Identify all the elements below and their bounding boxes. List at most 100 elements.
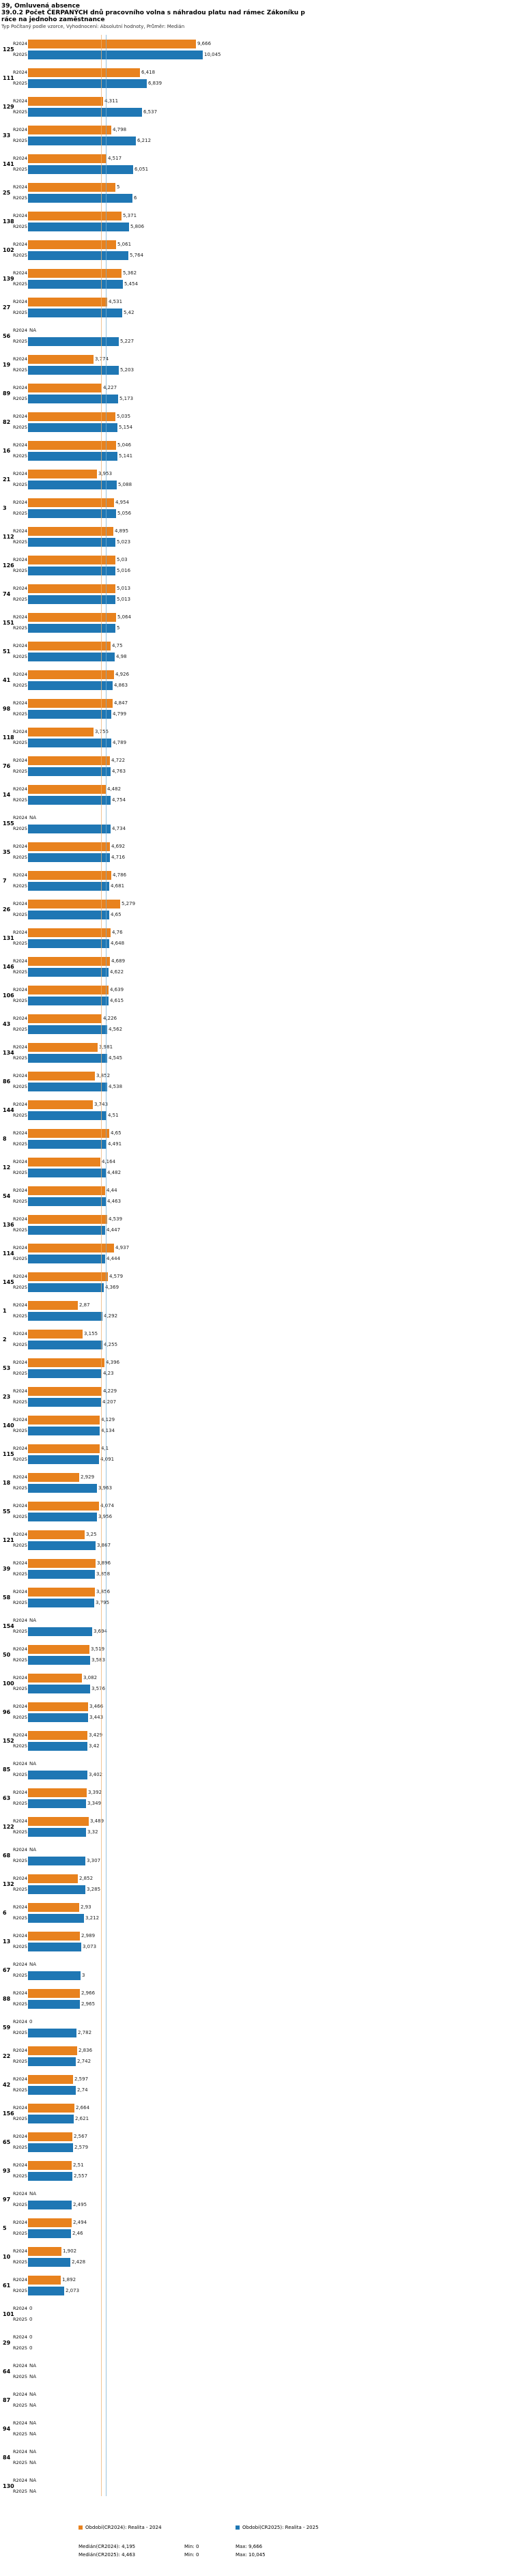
bar-r2025[interactable] [28,2171,72,2181]
bar-r2025[interactable] [28,1741,87,1751]
bar-r2025[interactable] [28,1053,107,1063]
bar-r2025[interactable] [28,480,117,489]
bar-r2025[interactable] [28,1569,95,1579]
bar-r2025[interactable] [28,1655,90,1665]
bar-r2025[interactable] [28,1197,106,1206]
bar-r2025[interactable] [28,1684,90,1693]
bar-r2024[interactable] [28,1128,109,1138]
bar-r2025[interactable] [28,1483,97,1493]
bar-r2024[interactable] [28,612,116,622]
bar-r2025[interactable] [28,1340,102,1349]
bar-r2025[interactable] [28,2257,70,2267]
bar-r2024[interactable] [28,526,113,536]
bar-r2024[interactable] [28,1415,100,1425]
bar-r2024[interactable] [28,698,113,708]
bar-r2024[interactable] [28,1071,95,1081]
bar-r2025[interactable] [28,537,115,547]
bar-r2025[interactable] [28,1168,106,1177]
bar-r2024[interactable] [28,2132,72,2141]
bar-r2025[interactable] [28,1856,85,1865]
bar-r2025[interactable] [28,652,115,661]
bar-r2024[interactable] [28,870,111,880]
bar-r2025[interactable] [28,1799,86,1808]
bar-r2024[interactable] [28,1931,80,1941]
bar-r2025[interactable] [28,595,115,604]
bar-r2025[interactable] [28,1885,85,1894]
bar-r2024[interactable] [28,2103,74,2113]
bar-r2025[interactable] [28,738,111,747]
bar-r2025[interactable] [28,1111,106,1120]
bar-r2024[interactable] [28,1902,79,1912]
bar-r2024[interactable] [28,1530,85,1539]
bar-r2025[interactable] [28,623,115,633]
bar-r2024[interactable] [28,1988,80,1998]
bar-r2025[interactable] [28,164,133,174]
bar-r2025[interactable] [28,337,119,346]
bar-r2024[interactable] [28,154,106,163]
bar-r2024[interactable] [28,1243,114,1253]
bar-r2024[interactable] [28,670,114,679]
bar-r2024[interactable] [28,1788,87,1797]
bar-r2024[interactable] [28,1673,82,1683]
bar-r2025[interactable] [28,2200,72,2209]
bar-r2024[interactable] [28,68,140,77]
bar-r2025[interactable] [28,967,109,977]
bar-r2025[interactable] [28,1311,102,1321]
bar-r2025[interactable] [28,1397,101,1407]
bar-r2025[interactable] [28,2143,73,2152]
bar-r2025[interactable] [28,308,122,317]
bar-r2024[interactable] [28,2074,73,2084]
bar-r2025[interactable] [28,1139,106,1149]
bar-r2025[interactable] [28,910,109,919]
bar-r2025[interactable] [28,853,110,862]
bar-r2025[interactable] [28,2057,76,2066]
bar-r2024[interactable] [28,268,122,278]
bar-r2025[interactable] [28,2286,64,2295]
bar-r2024[interactable] [28,1558,96,1568]
bar-r2025[interactable] [28,2229,71,2238]
bar-r2025[interactable] [28,681,113,690]
bar-r2024[interactable] [28,641,111,650]
bar-r2024[interactable] [28,842,110,851]
bar-r2025[interactable] [28,1225,105,1235]
bar-r2025[interactable] [28,1025,107,1034]
bar-r2025[interactable] [28,1541,96,1550]
bar-r2025[interactable] [28,939,109,948]
bar-r2024[interactable] [28,182,115,192]
bar-r2024[interactable] [28,1300,78,1310]
bar-r2024[interactable] [28,1100,93,1109]
bar-r2024[interactable] [28,1472,79,1482]
bar-r2024[interactable] [28,498,114,507]
bar-r2024[interactable] [28,412,115,421]
bar-r2025[interactable] [28,107,142,117]
bar-r2024[interactable] [28,727,94,736]
bar-r2025[interactable] [28,1942,81,1951]
bar-r2024[interactable] [28,555,115,564]
bar-r2024[interactable] [28,1358,104,1367]
bar-r2024[interactable] [28,784,106,794]
bar-r2024[interactable] [28,1186,105,1195]
bar-r2025[interactable] [28,1082,107,1091]
bar-r2025[interactable] [28,365,119,375]
bar-r2025[interactable] [28,1999,80,2009]
bar-r2024[interactable] [28,1157,100,1167]
bar-r2025[interactable] [28,451,117,461]
bar-r2024[interactable] [28,240,116,249]
bar-r2024[interactable] [28,2246,61,2256]
bar-r2025[interactable] [28,996,109,1005]
bar-r2024[interactable] [28,1329,83,1339]
bar-r2025[interactable] [28,1770,87,1779]
bar-r2025[interactable] [28,193,132,203]
bar-r2025[interactable] [28,394,118,403]
bar-r2025[interactable] [28,50,203,59]
bar-r2024[interactable] [28,469,97,478]
bar-r2024[interactable] [28,1386,102,1396]
bar-r2024[interactable] [28,928,111,937]
bar-r2024[interactable] [28,297,107,306]
bar-r2025[interactable] [28,1971,81,1980]
bar-r2024[interactable] [28,956,110,966]
bar-r2024[interactable] [28,1014,102,1023]
bar-r2024[interactable] [28,1874,78,1883]
bar-r2025[interactable] [28,881,109,891]
bar-r2024[interactable] [28,1816,89,1826]
